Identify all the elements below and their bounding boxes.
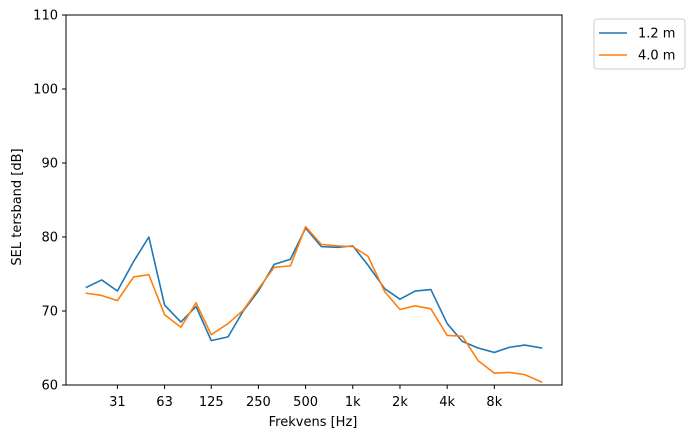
- legend-box: [593, 18, 686, 70]
- series-line-1: [85, 227, 543, 354]
- y-tick-label: 70: [41, 305, 58, 320]
- x-axis: 31 63 125 250 500 1k 2k 4k 8k: [109, 385, 503, 410]
- y-tick-label: 90: [41, 157, 58, 172]
- legend-label-2: 4.0 m: [638, 49, 675, 64]
- legend: 1.2 m 4.0 m: [593, 18, 686, 70]
- x-tick-label: 31: [109, 395, 126, 410]
- y-axis: 60 70 80 90 100 110: [33, 9, 66, 394]
- x-tick-label: 4k: [439, 395, 455, 410]
- x-tick-label: 125: [199, 395, 224, 410]
- legend-label-1: 1.2 m: [638, 27, 675, 42]
- series-line-2: [85, 225, 543, 384]
- x-tick-label: 63: [156, 395, 173, 410]
- y-axis-label: SEL tersband [dB]: [10, 148, 25, 265]
- x-axis-label: Frekvens [Hz]: [269, 415, 358, 430]
- plot-area: [65, 14, 563, 386]
- x-tick-label: 8k: [486, 395, 502, 410]
- y-tick-label: 100: [33, 83, 58, 98]
- y-tick-label: 60: [41, 379, 58, 394]
- x-tick-label: 500: [293, 395, 318, 410]
- x-tick-label: 2k: [392, 395, 408, 410]
- plot-frame: [65, 14, 563, 386]
- y-tick-label: 80: [41, 231, 58, 246]
- x-tick-label: 1k: [345, 395, 361, 410]
- x-tick-label: 250: [246, 395, 271, 410]
- y-tick-label: 110: [33, 9, 58, 24]
